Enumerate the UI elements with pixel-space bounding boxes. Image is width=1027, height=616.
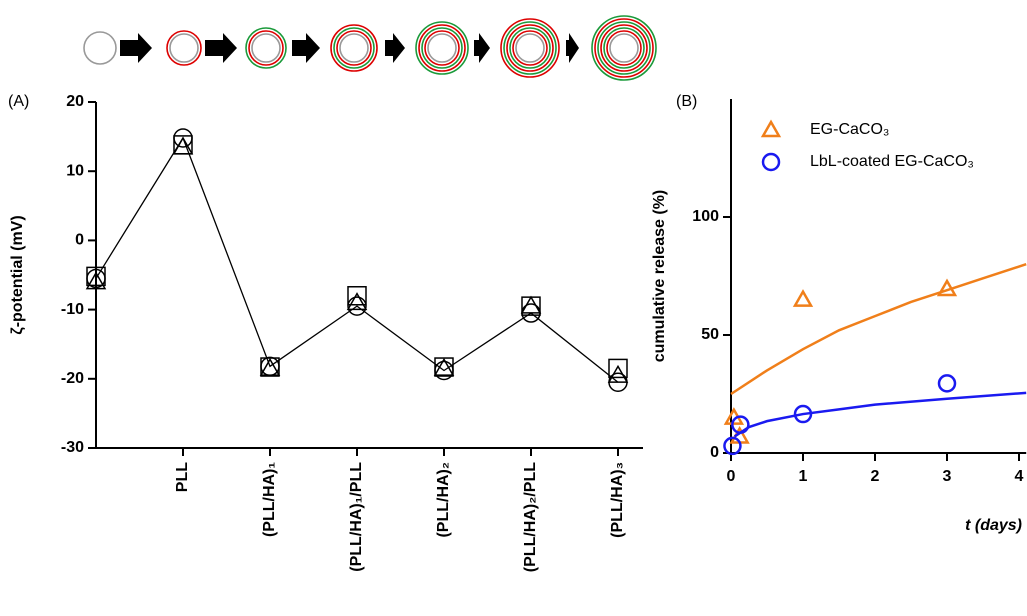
y-tick-label: -10 <box>61 301 84 318</box>
y-tick-label: 0 <box>75 232 84 249</box>
y-tick-label: 10 <box>66 162 84 179</box>
x-axis-label: t (days) <box>965 517 1022 534</box>
x-tick-label: (PLL/HA)₁ <box>261 462 278 537</box>
x-tick-label: 0 <box>727 468 736 485</box>
x-tick-label: 3 <box>943 468 952 485</box>
x-tick-label: 1 <box>799 468 808 485</box>
fit-curve <box>735 393 1027 437</box>
x-tick-label: (PLL/HA)₁/PLL <box>348 462 365 572</box>
x-tick-label: (PLL/HA)₂ <box>435 462 452 538</box>
x-tick-label: PLL <box>174 462 191 492</box>
marker-triangle <box>522 297 540 313</box>
fit-curve <box>731 264 1026 394</box>
page: {"chart_data": [ {"type": "line", "panel… <box>0 0 1027 616</box>
x-tick-label: 4 <box>1015 468 1024 485</box>
y-tick-label: 20 <box>66 93 84 110</box>
y-tick-label: 100 <box>692 208 719 225</box>
figure: (A)ζ-potential (mV)-30-20-1001020PLL(PLL… <box>0 0 1027 616</box>
x-tick-label: (PLL/HA)₃ <box>609 462 626 538</box>
process-diagram <box>84 16 656 80</box>
marker-square <box>348 287 366 305</box>
panel-label: (B) <box>676 93 697 110</box>
marker-triangle <box>795 292 811 306</box>
marker-square <box>609 359 627 377</box>
y-axis-label: ζ-potential (mV) <box>9 215 26 334</box>
marker-triangle <box>174 138 192 154</box>
legend-marker <box>763 154 779 170</box>
marker-triangle <box>609 366 627 382</box>
panel-label: (A) <box>8 93 29 110</box>
series-line <box>96 138 618 382</box>
legend-label: EG-CaCO₃ <box>810 121 889 138</box>
y-tick-label: -30 <box>61 439 84 456</box>
x-tick-label: (PLL/HA)₂/PLL <box>522 462 539 572</box>
marker-circle <box>939 375 955 391</box>
y-axis-label: cumulative release (%) <box>651 190 668 363</box>
legend-label: LbL-coated EG-CaCO₃ <box>810 153 974 170</box>
y-tick-label: 50 <box>701 326 719 343</box>
y-tick-label: -20 <box>61 370 84 387</box>
x-tick-label: 2 <box>871 468 880 485</box>
marker-triangle <box>348 294 366 310</box>
y-tick-label: 0 <box>710 444 719 461</box>
legend-marker <box>763 122 779 136</box>
